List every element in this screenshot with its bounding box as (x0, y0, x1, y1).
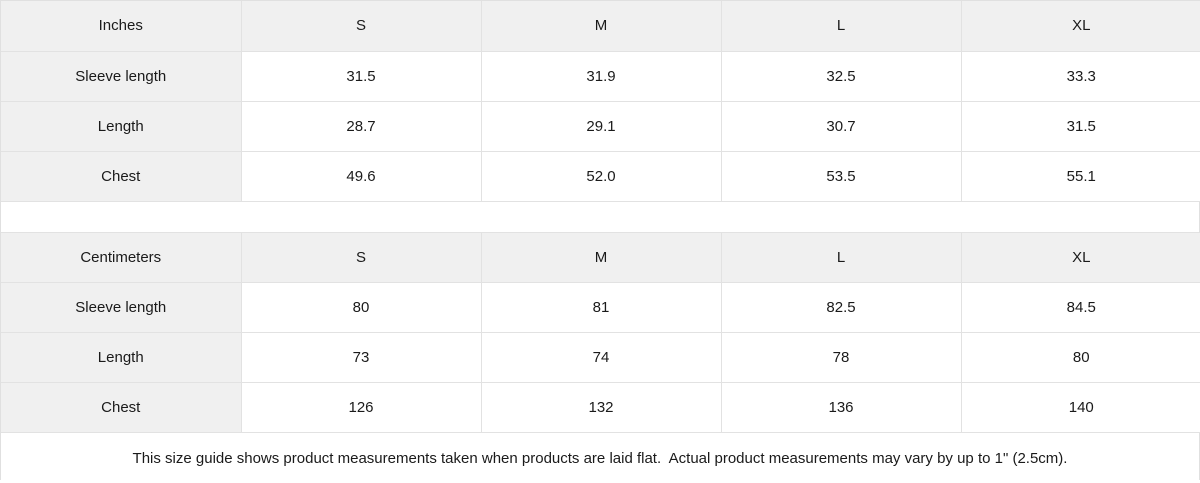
measurement-value: 78 (721, 332, 962, 383)
measurement-label-length: Length (1, 101, 242, 152)
measurement-value: 31.5 (961, 101, 1200, 152)
unit-label-inches: Inches (1, 1, 242, 52)
measurement-value: 74 (481, 332, 722, 383)
measurement-value: 80 (241, 282, 482, 333)
measurement-value: 49.6 (241, 151, 482, 202)
column-header-m: M (481, 1, 722, 52)
measurement-value: 30.7 (721, 101, 962, 152)
table-row: Length 28.7 29.1 30.7 31.5 (1, 101, 1200, 152)
measurement-value: 136 (721, 382, 962, 433)
unit-label-centimeters: Centimeters (1, 232, 242, 283)
measurement-value: 31.5 (241, 51, 482, 102)
column-header-s: S (241, 1, 482, 52)
measurement-value: 126 (241, 382, 482, 433)
measurement-value: 31.9 (481, 51, 722, 102)
measurement-value: 52.0 (481, 151, 722, 202)
table-header-row-inches: Inches S M L XL (1, 1, 1200, 52)
table-row: Length 73 74 78 80 (1, 332, 1200, 383)
measurement-label-sleeve-length: Sleeve length (1, 282, 242, 333)
measurement-label-chest: Chest (1, 382, 242, 433)
measurement-value: 32.5 (721, 51, 962, 102)
size-table-inches: Inches S M L XL Sleeve length 31.5 31.9 … (1, 1, 1200, 202)
measurement-value: 132 (481, 382, 722, 433)
table-row: Sleeve length 80 81 82.5 84.5 (1, 282, 1200, 333)
measurement-value: 53.5 (721, 151, 962, 202)
measurement-value: 29.1 (481, 101, 722, 152)
size-guide-footnote: This size guide shows product measuremen… (1, 433, 1199, 483)
table-row: Chest 126 132 136 140 (1, 382, 1200, 433)
column-header-s: S (241, 232, 482, 283)
table-spacer (1, 201, 1199, 233)
measurement-label-length: Length (1, 332, 242, 383)
measurement-value: 33.3 (961, 51, 1200, 102)
measurement-value: 80 (961, 332, 1200, 383)
measurement-value: 82.5 (721, 282, 962, 333)
column-header-l: L (721, 1, 962, 52)
measurement-value: 84.5 (961, 282, 1200, 333)
measurement-value: 55.1 (961, 151, 1200, 202)
table-row: Sleeve length 31.5 31.9 32.5 33.3 (1, 51, 1200, 102)
measurement-value: 28.7 (241, 101, 482, 152)
measurement-label-sleeve-length: Sleeve length (1, 51, 242, 102)
column-header-m: M (481, 232, 722, 283)
table-row: Chest 49.6 52.0 53.5 55.1 (1, 151, 1200, 202)
column-header-l: L (721, 232, 962, 283)
table-header-row-centimeters: Centimeters S M L XL (1, 232, 1200, 283)
measurement-value: 73 (241, 332, 482, 383)
measurement-value: 140 (961, 382, 1200, 433)
measurement-label-chest: Chest (1, 151, 242, 202)
measurement-value: 81 (481, 282, 722, 333)
column-header-xl: XL (961, 232, 1200, 283)
size-table-centimeters: Centimeters S M L XL Sleeve length 80 81… (1, 232, 1200, 433)
column-header-xl: XL (961, 1, 1200, 52)
